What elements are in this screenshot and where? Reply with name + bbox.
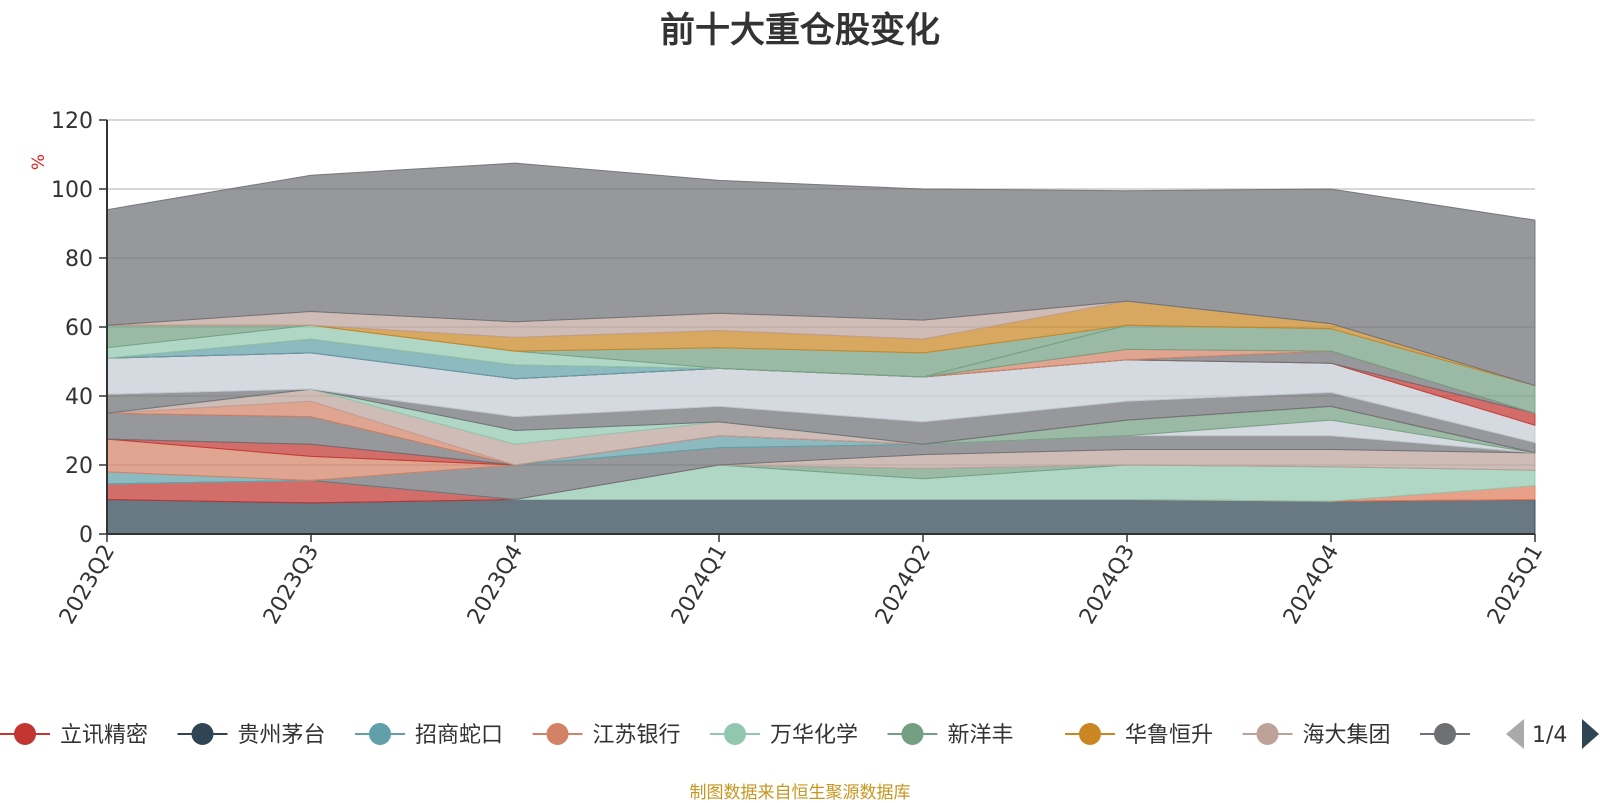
- legend-prev-page-icon[interactable]: [1506, 719, 1524, 749]
- y-tick-label: 0: [79, 523, 93, 548]
- y-axis-unit-label: %: [29, 154, 49, 170]
- legend-next-page-icon[interactable]: [1582, 719, 1599, 749]
- x-tick-label: 2025Q1: [1483, 541, 1548, 629]
- legend-page-indicator: 1/4: [1532, 723, 1567, 748]
- x-tick-label: 2023Q4: [463, 541, 528, 629]
- legend-item[interactable]: 立讯精密: [0, 723, 148, 748]
- x-tick-label: 2024Q4: [1279, 541, 1344, 629]
- legend-circle-icon: [902, 723, 924, 745]
- legend-circle-icon: [369, 723, 391, 745]
- legend-circle-icon: [724, 723, 746, 745]
- y-tick-label: 120: [51, 109, 93, 134]
- legend-circle-icon: [192, 723, 214, 745]
- legend-pager: 1/4: [1506, 719, 1599, 749]
- legend-item[interactable]: 招商蛇口: [355, 723, 503, 748]
- legend-label: 海大集团: [1303, 723, 1391, 748]
- legend-label: 招商蛇口: [415, 723, 503, 748]
- y-tick-label: 80: [65, 247, 93, 272]
- y-tick-label: 40: [65, 385, 93, 410]
- x-tick-label: 2024Q1: [667, 541, 732, 629]
- legend-item[interactable]: 江苏银行: [533, 723, 681, 748]
- legend-label: 江苏银行: [593, 723, 681, 748]
- legend-circle-icon: [1257, 723, 1279, 745]
- legend-label: 贵州茅台: [238, 723, 326, 748]
- legend-circle-icon: [14, 723, 36, 745]
- data-source-note: 制图数据来自恒生聚源数据库: [0, 778, 1600, 803]
- x-tick-label: 2024Q2: [871, 541, 936, 629]
- legend-item[interactable]: 华鲁恒升: [1065, 723, 1213, 748]
- legend-label: 万华化学: [770, 723, 858, 748]
- legend-label: 立讯精密: [60, 723, 148, 748]
- legend-circle-icon: [547, 723, 569, 745]
- y-tick-label: 20: [65, 454, 93, 479]
- legend-item[interactable]: 万华化学: [710, 723, 858, 748]
- legend-label: 新洋丰: [948, 723, 1014, 748]
- legend-circle-icon: [1434, 723, 1456, 745]
- x-tick-label: 2023Q3: [259, 541, 324, 629]
- x-tick-label: 2023Q2: [55, 541, 120, 629]
- legend-circle-icon: [1079, 723, 1101, 745]
- legend-item[interactable]: 海大集团: [1243, 723, 1391, 748]
- y-tick-label: 100: [51, 178, 93, 203]
- area-series-layer: [107, 163, 1535, 534]
- legend-item[interactable]: 贵州茅台: [178, 723, 326, 748]
- legend-item[interactable]: 新洋丰: [888, 723, 1014, 748]
- y-tick-label: 60: [65, 316, 93, 341]
- x-tick-label: 2024Q3: [1075, 541, 1140, 629]
- legend-label: 华鲁恒升: [1125, 723, 1213, 748]
- area-series-0: [107, 500, 1535, 535]
- legend: 立讯精密 贵州茅台 招商蛇口 江苏银行 万华化学 新洋丰 华鲁恒升 海大集团 万泰生物: [0, 723, 1568, 748]
